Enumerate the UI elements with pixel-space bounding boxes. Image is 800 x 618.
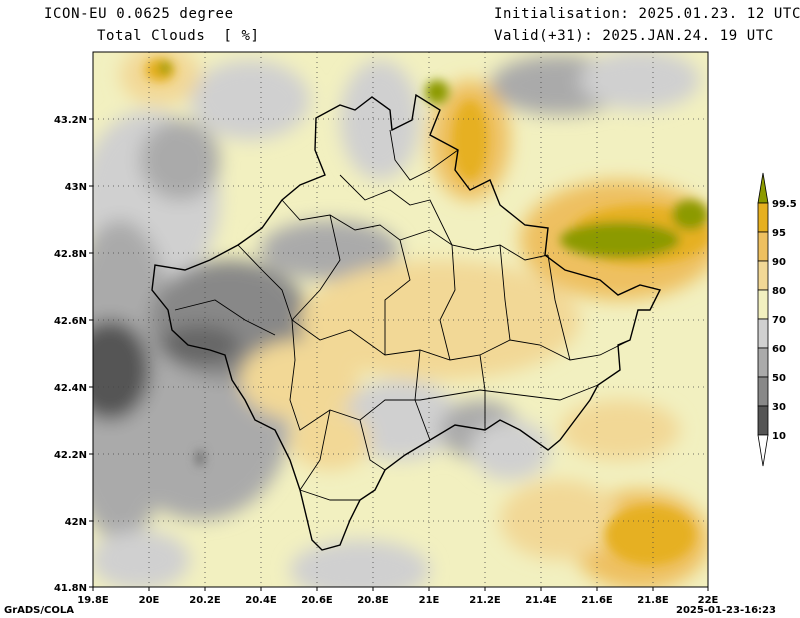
colorbar-bottom-arrow xyxy=(757,434,769,467)
colorbar-swatch xyxy=(757,202,769,233)
x-tick-label: 20.8E xyxy=(357,595,389,606)
colorbar-label: 70 xyxy=(772,315,786,326)
colorbar-label: 30 xyxy=(772,402,786,413)
colorbar-swatch xyxy=(757,289,769,320)
x-tick-label: 20.2E xyxy=(189,595,221,606)
x-tick-label: 20.4E xyxy=(245,595,277,606)
colorbar-label: 80 xyxy=(772,286,786,297)
footer-timestamp: 2025-01-23-16:23 xyxy=(676,605,776,616)
colorbar-swatch xyxy=(757,376,769,407)
y-tick-label: 42.4N xyxy=(54,383,87,394)
axis-ticks xyxy=(89,118,709,591)
y-tick-label: 41.8N xyxy=(54,583,87,594)
colorbar-label: 99.5 xyxy=(772,199,797,210)
colorbar-top-arrow xyxy=(757,172,769,204)
x-tick-label: 20.6E xyxy=(301,595,333,606)
colorbar-label: 90 xyxy=(772,257,786,268)
colorbar-label: 50 xyxy=(772,373,786,384)
country-border xyxy=(151,93,662,551)
grid-lines xyxy=(93,52,708,587)
colorbar-label: 10 xyxy=(772,431,786,442)
y-tick-label: 42.6N xyxy=(54,316,87,327)
initialisation-time: Initialisation: 2025.01.23. 12 UTC xyxy=(494,6,800,22)
valid-time: Valid(+31): 2025.JAN.24. 19 UTC xyxy=(494,28,774,44)
x-tick-label: 21.2E xyxy=(469,595,501,606)
footer-credit: GrADS/COLA xyxy=(4,605,74,616)
y-tick-label: 42N xyxy=(65,517,87,528)
colorbar xyxy=(757,172,769,467)
x-tick-label: 22E xyxy=(698,595,719,606)
x-tick-label: 21.6E xyxy=(581,595,613,606)
colorbar-swatch xyxy=(757,405,769,436)
y-tick-label: 43.2N xyxy=(54,115,87,126)
y-tick-label: 42.2N xyxy=(54,450,87,461)
colorbar-label: 60 xyxy=(772,344,786,355)
y-tick-label: 42.8N xyxy=(54,249,87,260)
colorbar-swatch xyxy=(757,318,769,349)
x-tick-label: 21.4E xyxy=(525,595,557,606)
x-tick-label: 20E xyxy=(139,595,160,606)
x-tick-label: 19.8E xyxy=(77,595,109,606)
variable-title: Total Clouds [ %] xyxy=(97,28,260,44)
municipal-boundaries xyxy=(174,129,631,501)
y-tick-label: 43N xyxy=(65,182,87,193)
colorbar-swatch xyxy=(757,260,769,291)
colorbar-swatch xyxy=(757,231,769,262)
colorbar-label: 95 xyxy=(772,228,786,239)
x-tick-label: 21.8E xyxy=(637,595,669,606)
x-tick-label: 21E xyxy=(419,595,440,606)
cloud-field xyxy=(93,52,708,587)
model-title: ICON-EU 0.0625 degree xyxy=(44,6,234,22)
colorbar-swatch xyxy=(757,347,769,378)
